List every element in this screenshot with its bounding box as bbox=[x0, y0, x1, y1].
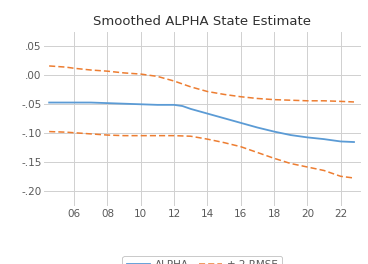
± 2 RMSE bbox=[105, 70, 110, 73]
± 2 RMSE bbox=[289, 99, 293, 102]
± 2 RMSE bbox=[305, 99, 309, 102]
Line: ± 2 RMSE: ± 2 RMSE bbox=[49, 66, 354, 102]
± 2 RMSE bbox=[205, 90, 210, 93]
± 2 RMSE bbox=[172, 79, 176, 83]
ALPHA bbox=[305, 136, 309, 139]
ALPHA bbox=[255, 126, 259, 129]
ALPHA bbox=[238, 121, 243, 124]
± 2 RMSE bbox=[188, 85, 193, 88]
ALPHA bbox=[205, 112, 210, 115]
Line: ALPHA: ALPHA bbox=[49, 102, 354, 142]
ALPHA bbox=[180, 105, 185, 108]
ALPHA bbox=[89, 101, 93, 104]
± 2 RMSE bbox=[122, 71, 126, 74]
± 2 RMSE bbox=[339, 100, 343, 103]
± 2 RMSE bbox=[155, 75, 160, 78]
± 2 RMSE bbox=[222, 93, 226, 96]
± 2 RMSE bbox=[272, 98, 276, 101]
± 2 RMSE bbox=[352, 100, 356, 103]
ALPHA bbox=[72, 101, 76, 104]
± 2 RMSE bbox=[139, 73, 143, 76]
ALPHA bbox=[222, 117, 226, 120]
± 2 RMSE bbox=[238, 95, 243, 98]
ALPHA bbox=[122, 102, 126, 105]
ALPHA bbox=[155, 103, 160, 106]
± 2 RMSE bbox=[72, 67, 76, 70]
ALPHA bbox=[47, 101, 52, 104]
ALPHA bbox=[188, 107, 193, 111]
± 2 RMSE bbox=[322, 99, 326, 102]
ALPHA bbox=[289, 134, 293, 137]
Legend: ALPHA, ± 2 RMSE: ALPHA, ± 2 RMSE bbox=[123, 256, 282, 264]
± 2 RMSE bbox=[47, 64, 52, 68]
ALPHA bbox=[339, 140, 343, 143]
± 2 RMSE bbox=[89, 68, 93, 72]
Title: Smoothed ALPHA State Estimate: Smoothed ALPHA State Estimate bbox=[93, 15, 311, 28]
ALPHA bbox=[64, 101, 68, 104]
ALPHA bbox=[352, 140, 356, 144]
ALPHA bbox=[172, 103, 176, 106]
ALPHA bbox=[139, 103, 143, 106]
ALPHA bbox=[105, 102, 110, 105]
± 2 RMSE bbox=[255, 97, 259, 100]
ALPHA bbox=[322, 138, 326, 141]
ALPHA bbox=[272, 130, 276, 133]
± 2 RMSE bbox=[64, 65, 68, 69]
